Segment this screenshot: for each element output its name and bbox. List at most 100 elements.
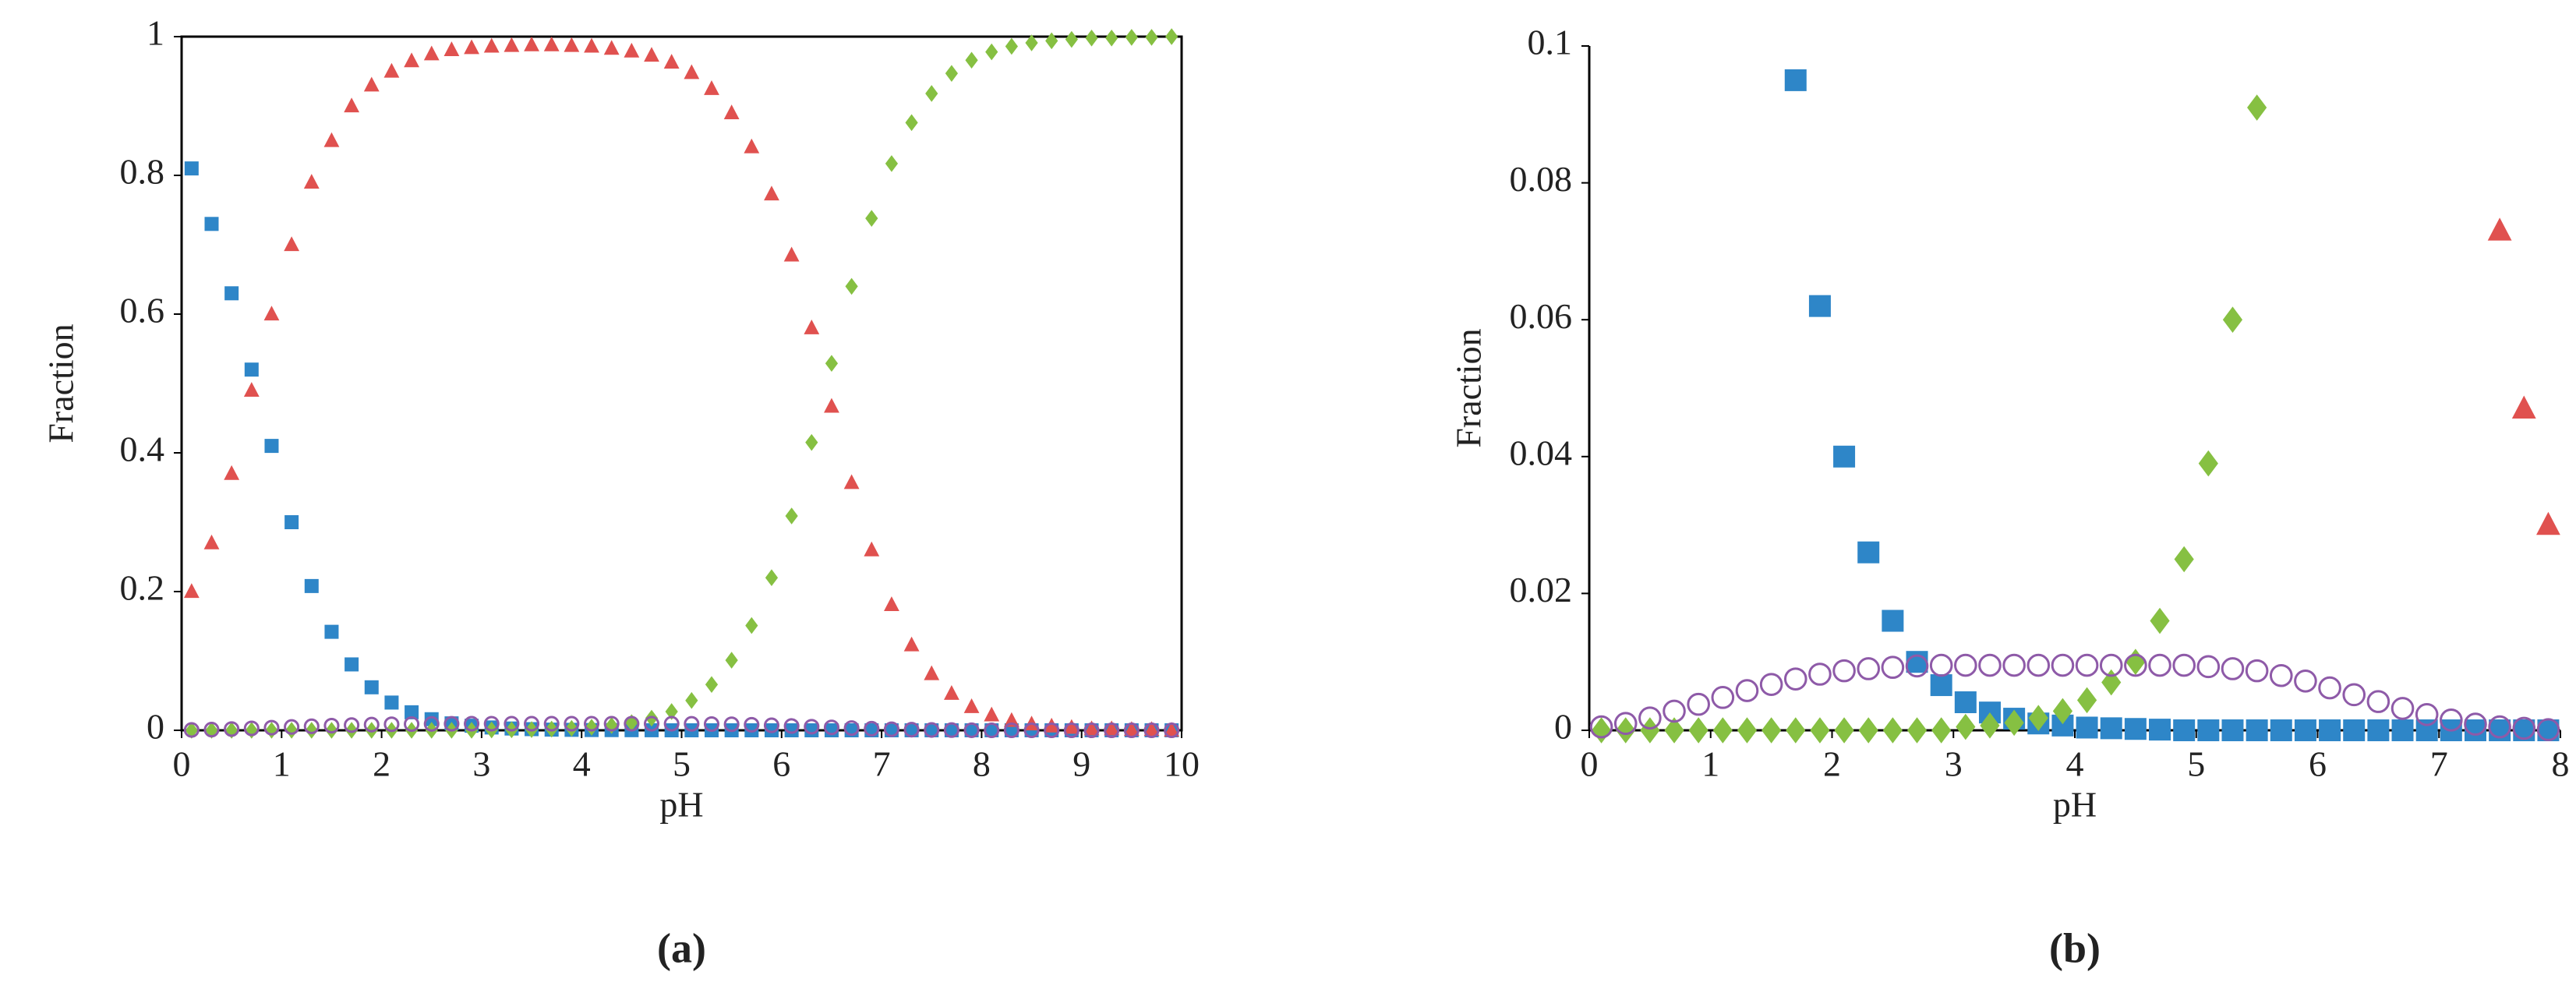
marker — [1591, 717, 1612, 744]
marker — [263, 719, 280, 736]
marker — [785, 507, 798, 525]
marker — [963, 722, 980, 738]
marker — [903, 722, 920, 738]
marker — [2051, 653, 2075, 677]
marker — [2343, 719, 2366, 741]
marker — [783, 246, 800, 262]
y-tick-label: 0.04 — [1510, 433, 1573, 472]
x-tick-label: 2 — [1823, 744, 1841, 784]
marker — [264, 439, 279, 454]
marker — [1783, 667, 1807, 691]
marker — [784, 723, 799, 737]
marker — [364, 680, 379, 694]
marker — [464, 716, 480, 732]
marker — [1784, 69, 1807, 91]
marker — [665, 703, 678, 720]
marker — [1931, 717, 1952, 744]
marker — [304, 578, 319, 593]
marker — [585, 719, 599, 736]
y-tick-label: 1 — [147, 13, 164, 53]
marker — [1786, 717, 1806, 744]
marker — [2342, 683, 2366, 707]
marker — [2391, 719, 2414, 741]
marker — [944, 723, 959, 737]
x-tick-label: 4 — [2066, 744, 2084, 784]
marker — [345, 722, 359, 739]
marker — [804, 719, 820, 735]
marker — [185, 722, 198, 739]
marker — [1145, 29, 1158, 46]
marker — [2294, 719, 2316, 741]
caption: (b) — [2049, 924, 2101, 971]
marker — [663, 716, 680, 732]
marker — [224, 721, 240, 737]
marker — [2076, 687, 2097, 714]
x-tick-label: 3 — [472, 744, 490, 784]
marker — [2197, 719, 2220, 741]
marker — [383, 62, 400, 78]
marker — [1105, 29, 1118, 47]
marker — [2100, 717, 2122, 740]
marker — [1954, 653, 1977, 677]
marker — [2245, 659, 2269, 683]
marker — [925, 85, 938, 102]
marker — [2366, 690, 2390, 713]
marker — [2099, 653, 2123, 677]
marker — [2172, 653, 2196, 677]
marker — [943, 722, 959, 738]
marker — [865, 210, 878, 227]
x-tick-label: 0 — [1581, 744, 1599, 784]
marker — [1712, 717, 1733, 744]
y-tick-label: 0.06 — [1510, 296, 1573, 336]
marker — [1005, 37, 1018, 55]
marker — [1083, 722, 1100, 739]
x-tick-label: 2 — [373, 744, 390, 784]
marker — [845, 277, 858, 295]
y-axis-title: Fraction — [1449, 328, 1489, 447]
marker — [2148, 653, 2171, 677]
marker — [1832, 659, 1856, 683]
marker — [985, 43, 998, 61]
marker — [703, 716, 720, 733]
marker — [565, 719, 578, 737]
marker — [763, 717, 780, 733]
marker — [245, 722, 258, 739]
marker — [2002, 653, 2026, 677]
marker — [543, 36, 560, 51]
marker — [1929, 653, 1953, 677]
marker — [2511, 395, 2536, 419]
marker — [1735, 679, 1759, 702]
marker — [2198, 450, 2218, 477]
marker — [1808, 295, 1831, 317]
y-tick-label: 0.4 — [120, 429, 165, 469]
marker — [1003, 722, 1019, 739]
marker — [1858, 717, 1878, 744]
marker — [765, 569, 779, 586]
marker — [783, 718, 800, 734]
marker — [284, 236, 300, 252]
marker — [303, 718, 320, 734]
marker — [363, 716, 380, 733]
marker — [805, 433, 818, 451]
marker — [963, 698, 980, 713]
marker — [404, 716, 420, 733]
marker — [2536, 718, 2560, 741]
marker — [324, 624, 339, 639]
marker — [2174, 546, 2194, 573]
marker — [323, 132, 340, 147]
marker — [804, 320, 820, 334]
marker — [183, 722, 200, 738]
marker — [1857, 541, 1880, 564]
x-tick-label: 0 — [173, 744, 191, 784]
marker — [1687, 692, 1710, 716]
marker — [524, 36, 539, 51]
marker — [843, 720, 860, 737]
marker — [744, 138, 760, 154]
marker — [1906, 717, 1928, 744]
x-tick-label: 4 — [573, 744, 591, 784]
marker — [1930, 674, 1952, 697]
marker — [723, 104, 740, 119]
marker — [2367, 719, 2390, 741]
marker — [884, 596, 899, 612]
marker — [1954, 691, 1977, 714]
